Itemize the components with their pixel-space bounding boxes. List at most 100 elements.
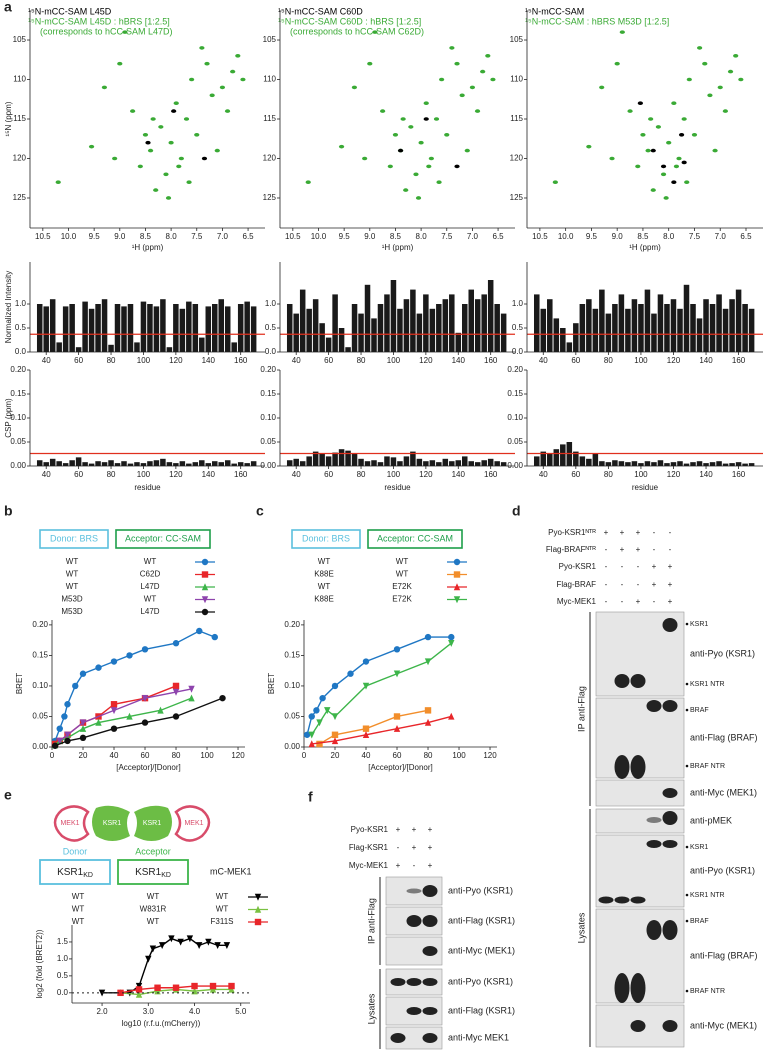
- bar: [703, 463, 709, 466]
- bar: [390, 457, 397, 466]
- x-tick-label: 140: [452, 356, 466, 365]
- x-tick-label: 100: [137, 470, 151, 479]
- bar: [500, 462, 507, 466]
- y-axis-label: BRET: [267, 673, 276, 694]
- x-axis-label: residue: [632, 483, 659, 492]
- y-tick-label: 0.0: [265, 347, 277, 356]
- band: [422, 915, 438, 927]
- cartoon-label: MEK1: [184, 820, 203, 827]
- band: [598, 896, 614, 904]
- nmr-peak: [480, 69, 486, 74]
- marker-label: BRAF NTR: [690, 763, 725, 770]
- bar: [657, 460, 664, 466]
- legend-text: WT: [216, 905, 229, 914]
- nmr-peak: [88, 144, 95, 149]
- bar: [748, 463, 755, 466]
- legend-box-label: Donor: BRS: [50, 533, 98, 543]
- bar: [250, 306, 257, 352]
- data-point: [141, 694, 149, 702]
- x-tick-label: 20: [79, 751, 88, 760]
- data-point: [448, 640, 455, 647]
- nmr-peak: [660, 164, 667, 169]
- panel-label: c: [256, 503, 264, 519]
- legend-text: WT: [147, 892, 160, 901]
- nmr-peak: [671, 101, 677, 106]
- legend-text: WT: [144, 595, 157, 604]
- nmr-peak: [738, 77, 744, 82]
- legend-marker: [201, 596, 209, 604]
- condition-sign: +: [620, 528, 625, 537]
- legend-text: C62D: [140, 570, 161, 579]
- data-point: [56, 737, 63, 745]
- bar: [101, 299, 108, 352]
- bar: [709, 304, 716, 352]
- bar: [449, 461, 455, 466]
- condition-sign: -: [397, 843, 400, 852]
- band: [662, 811, 678, 825]
- nmr-peak: [702, 61, 708, 66]
- x-tick-label: 7.0: [467, 232, 479, 241]
- bar: [121, 306, 127, 352]
- bar: [487, 280, 494, 352]
- nmr-peak: [660, 172, 667, 177]
- bar: [625, 308, 631, 352]
- data-point: [51, 742, 59, 749]
- bar: [244, 301, 250, 352]
- spectrum-legend: ¹⁵N-mCC-SAM : hBRS M53D [1:2.5]: [525, 16, 669, 26]
- bar: [231, 342, 237, 352]
- bar: [166, 347, 173, 352]
- nmr-peak: [153, 188, 159, 192]
- x-tick-label: 8.5: [390, 232, 402, 241]
- x-tick-label: 80: [357, 356, 366, 365]
- y-tick-label: 110: [510, 75, 523, 84]
- bar: [306, 456, 312, 466]
- bar: [205, 306, 212, 352]
- data-point: [95, 664, 102, 671]
- x-tick-label: 160: [234, 470, 248, 479]
- nmr-peak: [671, 180, 677, 184]
- data-point: [347, 670, 354, 677]
- data-point: [362, 658, 370, 665]
- bar: [696, 318, 703, 352]
- data-point: [168, 935, 175, 943]
- nmr-peak: [426, 164, 432, 169]
- legend-text: WT: [318, 582, 331, 591]
- bar: [618, 461, 625, 466]
- nmr-peak: [436, 180, 442, 184]
- nmr-peak: [387, 164, 393, 169]
- series-line: [54, 697, 192, 746]
- x-tick-label: 4.0: [189, 1007, 201, 1016]
- nmr-peak: [168, 140, 174, 145]
- condition-label: Pyo-KSR1: [351, 825, 389, 834]
- nmr-peak: [165, 196, 172, 200]
- bar: [599, 289, 605, 352]
- bar: [218, 462, 224, 466]
- data-point: [214, 942, 221, 950]
- band: [662, 618, 678, 632]
- bar: [553, 318, 560, 352]
- antibody-label: anti-Myc (MEK1): [690, 787, 757, 797]
- y-axis-label: BRET: [15, 673, 24, 694]
- condition-sign: +: [668, 580, 673, 589]
- bar: [735, 289, 742, 352]
- data-point: [324, 707, 331, 715]
- x-tick-label: 8.0: [166, 232, 178, 241]
- nmr-peak: [681, 117, 687, 121]
- band: [646, 840, 662, 848]
- marker-label: BRAF: [690, 918, 709, 925]
- x-tick-label: 40: [292, 470, 301, 479]
- section-label: IP anti-Flag: [366, 898, 376, 944]
- data-point: [303, 731, 311, 738]
- legend-box-label: Acceptor: CC-SAM: [377, 533, 453, 543]
- x-tick-label: 120: [667, 470, 681, 479]
- bar: [75, 457, 82, 466]
- x-tick-label: 160: [484, 356, 498, 365]
- condition-label: Myc-MEK1: [349, 861, 389, 870]
- x-tick-label: 2.0: [96, 1007, 108, 1016]
- legend-marker: [453, 596, 461, 604]
- bar: [127, 463, 134, 466]
- legend-box: [117, 859, 189, 885]
- data-point: [172, 640, 180, 647]
- band: [630, 896, 646, 904]
- bar: [299, 461, 306, 466]
